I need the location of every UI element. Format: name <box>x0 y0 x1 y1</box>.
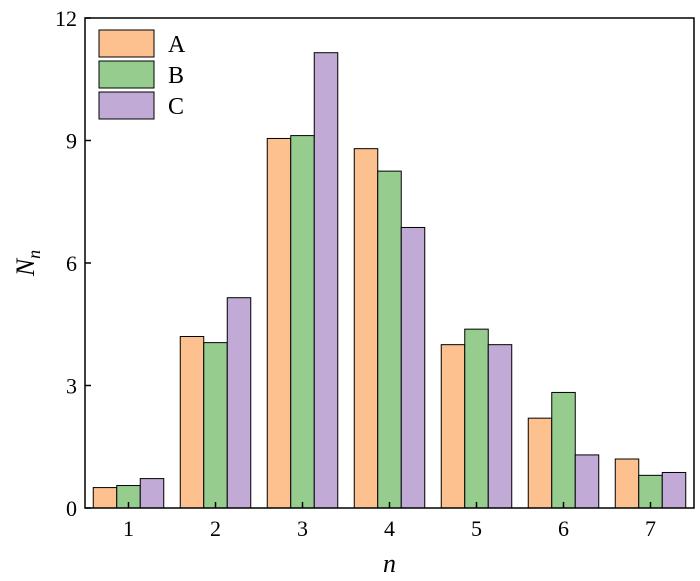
x-tick-label-2: 2 <box>210 516 221 541</box>
y-tick-label-9: 9 <box>66 129 77 154</box>
bar-C-4 <box>400 226 426 509</box>
bar-A-5 <box>440 344 466 509</box>
bar-C-7 <box>661 471 687 509</box>
y-tick-label-6: 6 <box>66 251 77 276</box>
legend-swatch-A <box>98 29 155 58</box>
bar-A-2 <box>179 336 205 509</box>
legend-label-C: C <box>168 94 184 120</box>
bar-A-6 <box>527 417 553 509</box>
bar-B-2 <box>203 342 228 509</box>
bar-A-1 <box>92 487 118 509</box>
bar-B-5 <box>464 328 489 509</box>
x-axis-title: n <box>383 549 396 578</box>
bars-group <box>92 52 687 509</box>
y-tick-label-12: 12 <box>55 6 77 31</box>
x-tick-label-6: 6 <box>558 516 569 541</box>
bar-C-2 <box>226 297 252 509</box>
y-axis-title-main: N <box>11 257 40 277</box>
y-tick-label-3: 3 <box>66 374 77 399</box>
bar-C-1 <box>139 478 165 509</box>
legend-swatch-B <box>98 60 155 89</box>
bar-B-3 <box>290 135 315 509</box>
bar-A-3 <box>266 137 292 509</box>
legend-label-A: A <box>168 32 186 58</box>
y-tick-label-0: 0 <box>66 496 77 521</box>
y-axis-title: Nn <box>11 250 44 277</box>
x-tick-label-1: 1 <box>123 516 134 541</box>
legend-label-B: B <box>168 63 184 89</box>
y-axis-title-subscript: n <box>24 250 44 259</box>
legend-swatch-C <box>98 91 155 120</box>
bar-A-4 <box>353 148 379 509</box>
bar-B-6 <box>551 391 576 509</box>
legend: ABC <box>98 29 186 120</box>
bar-B-4 <box>377 170 402 509</box>
x-tick-label-5: 5 <box>471 516 482 541</box>
x-tick-label-3: 3 <box>297 516 308 541</box>
bar-C-5 <box>487 344 513 509</box>
bar-A-7 <box>614 458 640 509</box>
x-tick-label-7: 7 <box>645 516 656 541</box>
bar-C-6 <box>574 454 600 509</box>
bar-C-3 <box>313 52 339 509</box>
x-tick-label-4: 4 <box>384 516 395 541</box>
